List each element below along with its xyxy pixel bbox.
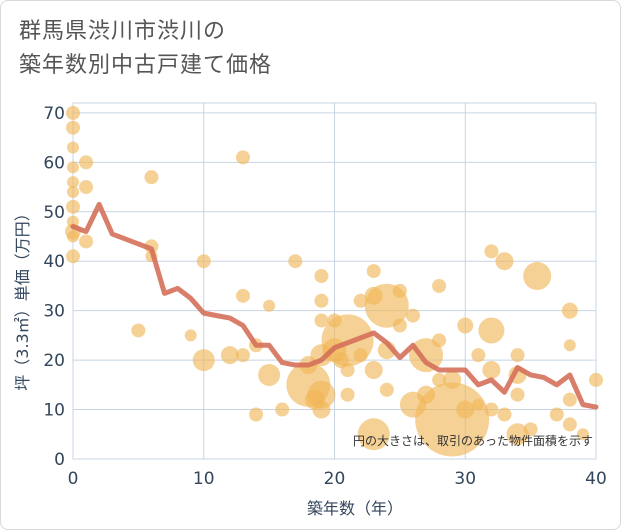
bubble-point (432, 333, 447, 348)
bubble-point (562, 417, 577, 432)
y-tick-label: 50 (43, 203, 65, 223)
bubble-point (196, 254, 211, 269)
x-tick-label: 10 (193, 469, 215, 489)
y-tick-label: 10 (43, 401, 65, 421)
bubble-point (432, 278, 447, 293)
bubble-point (275, 402, 290, 417)
bubble-point (353, 293, 368, 308)
x-axis-label: 築年数（年） (307, 499, 403, 518)
bubble-point (364, 361, 383, 379)
bubble-point (79, 234, 94, 249)
bubble-point (340, 363, 355, 377)
bubble-point (340, 387, 355, 402)
bubble-point (79, 155, 94, 170)
y-tick-label: 40 (43, 252, 65, 272)
bubble-point (144, 170, 159, 185)
bubble-point (432, 372, 447, 387)
bubble-point (79, 180, 94, 195)
x-tick-label: 20 (324, 469, 346, 489)
bubble-point (353, 348, 368, 363)
bubble-point (497, 407, 512, 422)
bubble-point (561, 302, 578, 319)
bubble-point (523, 422, 538, 437)
bubble-point (562, 392, 577, 407)
bubble-point (312, 400, 331, 419)
bubble-point (249, 407, 264, 422)
y-tick-label: 0 (54, 450, 65, 470)
bubble-point (67, 161, 79, 174)
bubble-point (379, 382, 394, 397)
bubble-point (495, 252, 514, 271)
bubble-point (263, 299, 276, 312)
bubble-point (235, 150, 250, 165)
bubble-point (66, 105, 80, 120)
bubble-point (67, 141, 79, 154)
bubble-point (563, 339, 576, 352)
x-tick-label: 0 (68, 469, 79, 489)
bubble-point (66, 120, 80, 135)
bubble-point (366, 264, 381, 279)
y-axis-label: 坪（3.3㎡）単価（万円） (13, 205, 32, 390)
bubble-point (457, 317, 474, 334)
y-tick-label: 70 (43, 104, 65, 124)
bubble-point (484, 244, 499, 259)
bubble-point (258, 363, 281, 386)
bubble-point (443, 370, 462, 389)
bubble-point (192, 349, 215, 372)
bubble-point (478, 317, 505, 344)
bubble-point (314, 269, 329, 284)
bubble-series (65, 105, 603, 457)
bubble-point (66, 199, 80, 214)
chart-title-line-1: 群馬県渋川市渋川の (19, 19, 227, 44)
trend-line (70, 201, 599, 410)
bubble-point (314, 313, 329, 328)
y-tick-label: 60 (43, 153, 65, 173)
chart-title-line-2: 築年数別中古戸建て価格 (19, 53, 273, 78)
size-annotation: 円の大きさは、取引のあった物件面積を示す (353, 433, 593, 448)
y-tick-label: 30 (43, 302, 65, 322)
y-tick-label: 20 (43, 351, 65, 371)
bubble-point (67, 230, 79, 243)
bubble-point (66, 249, 80, 264)
bubble-point (506, 423, 529, 446)
bubble-point (392, 283, 407, 298)
x-tick-label: 40 (585, 469, 607, 489)
bubble-point (220, 346, 239, 365)
chart-grid (72, 102, 597, 460)
bubble-point (314, 293, 329, 308)
bubble-point (456, 400, 475, 419)
bubble-point (523, 262, 552, 291)
bubble-point (288, 254, 303, 269)
x-axis-ticks: 0 10 20 30 40 (68, 469, 607, 489)
bubble-point (131, 323, 146, 338)
bubble-point (510, 348, 525, 363)
chart-title: 群馬県渋川市渋川の 築年数別中古戸建て価格 (19, 15, 272, 83)
bubble-point (415, 382, 490, 457)
bubble-point (307, 380, 336, 409)
x-tick-label: 30 (454, 469, 476, 489)
y-axis-ticks: 0 10 20 30 40 50 60 70 (43, 104, 65, 470)
trend-series (70, 201, 599, 410)
bubble-point (357, 418, 390, 451)
bubble-point (235, 348, 250, 363)
bubble-point (409, 338, 444, 373)
bubble-point (549, 407, 564, 422)
bubble-point (67, 186, 79, 198)
bubble-point (576, 428, 589, 441)
bubble-point (510, 387, 525, 402)
bubble-point (405, 308, 420, 323)
bubble-point (589, 372, 603, 387)
bubble-point (67, 176, 79, 189)
bubble-point (482, 361, 501, 379)
bubble-point (472, 398, 485, 411)
bubble-point (235, 288, 250, 303)
bubble-point (484, 402, 499, 417)
bubble-point (392, 318, 407, 333)
bubble-point (184, 329, 197, 342)
bubble-point (471, 348, 486, 363)
